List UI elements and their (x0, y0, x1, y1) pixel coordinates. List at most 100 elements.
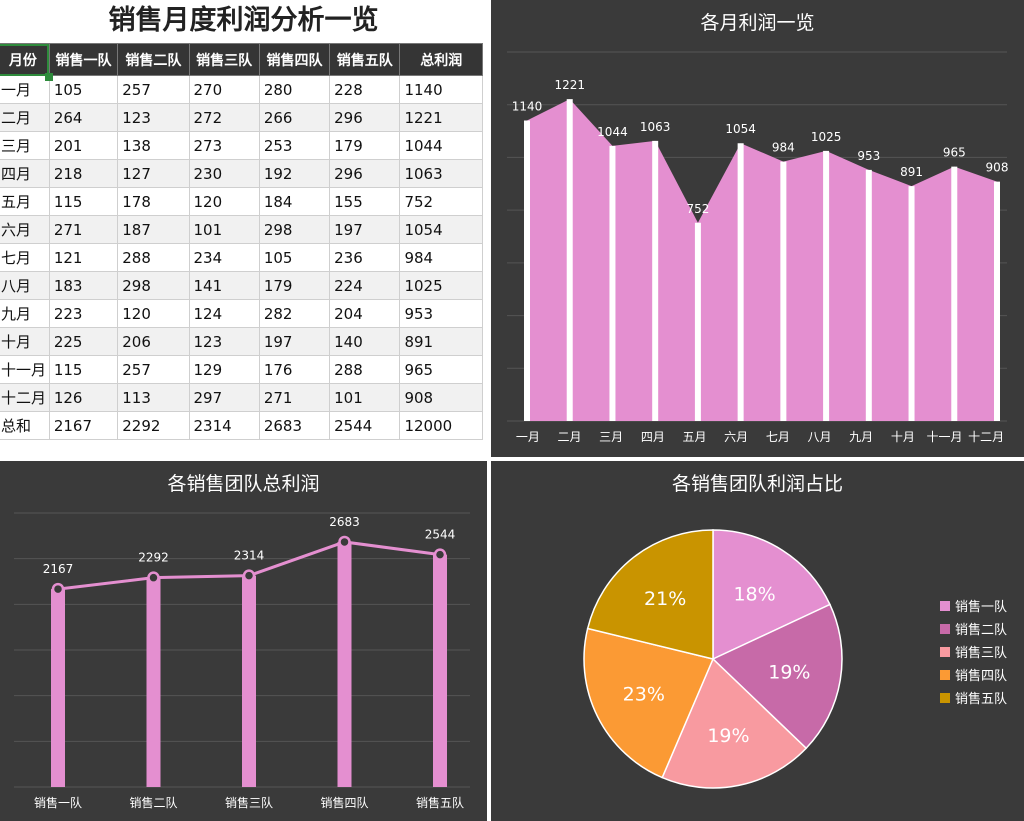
value-cell[interactable]: 218 (48, 159, 119, 188)
table-row: 五月 115 178 120 184 155 752 (0, 187, 483, 216)
value-cell[interactable]: 12000 (399, 411, 483, 440)
row-label-cell[interactable]: 六月 (0, 215, 50, 244)
value-cell[interactable]: 206 (117, 327, 190, 356)
selection-handle[interactable] (45, 73, 53, 81)
row-label-cell[interactable]: 五月 (0, 187, 50, 216)
value-cell[interactable]: 105 (48, 75, 119, 104)
value-cell[interactable]: 280 (258, 75, 331, 104)
value-cell[interactable]: 264 (48, 103, 119, 132)
header-team2[interactable]: 销售二队 (117, 43, 190, 76)
value-cell[interactable]: 138 (117, 131, 190, 160)
value-cell[interactable]: 179 (329, 131, 401, 160)
row-label-cell[interactable]: 一月 (0, 75, 50, 104)
value-cell[interactable]: 752 (399, 187, 483, 216)
value-cell[interactable]: 120 (117, 299, 190, 328)
value-cell[interactable]: 1025 (399, 271, 483, 300)
value-cell[interactable]: 183 (48, 271, 119, 300)
value-cell[interactable]: 201 (48, 131, 119, 160)
value-cell[interactable]: 178 (117, 187, 190, 216)
value-cell[interactable]: 155 (329, 187, 401, 216)
value-cell[interactable]: 140 (329, 327, 401, 356)
value-cell[interactable]: 225 (48, 327, 119, 356)
value-cell[interactable]: 272 (188, 103, 260, 132)
value-cell[interactable]: 257 (117, 355, 190, 384)
value-cell[interactable]: 266 (258, 103, 331, 132)
header-team1[interactable]: 销售一队 (48, 43, 119, 76)
row-label-cell[interactable]: 二月 (0, 103, 50, 132)
row-label-cell[interactable]: 十月 (0, 327, 50, 356)
value-cell[interactable]: 113 (117, 383, 190, 412)
value-cell[interactable]: 120 (188, 187, 260, 216)
row-label-cell[interactable]: 七月 (0, 243, 50, 272)
value-cell[interactable]: 288 (117, 243, 190, 272)
value-cell[interactable]: 204 (329, 299, 401, 328)
row-label-cell[interactable]: 九月 (0, 299, 50, 328)
value-cell[interactable]: 197 (329, 215, 401, 244)
row-label-cell[interactable]: 八月 (0, 271, 50, 300)
value-cell[interactable]: 891 (399, 327, 483, 356)
header-team5[interactable]: 销售五队 (329, 43, 401, 76)
value-cell[interactable]: 184 (258, 187, 331, 216)
value-cell[interactable]: 123 (117, 103, 190, 132)
value-cell[interactable]: 234 (188, 243, 260, 272)
value-cell[interactable]: 2292 (117, 411, 190, 440)
value-cell[interactable]: 101 (188, 215, 260, 244)
value-cell[interactable]: 271 (48, 215, 119, 244)
value-cell[interactable]: 296 (329, 159, 401, 188)
value-cell[interactable]: 124 (188, 299, 260, 328)
header-month[interactable]: 月份 (0, 43, 50, 76)
value-cell[interactable]: 179 (258, 271, 331, 300)
value-cell[interactable]: 2167 (48, 411, 119, 440)
value-cell[interactable]: 192 (258, 159, 331, 188)
value-cell[interactable]: 1140 (399, 75, 483, 104)
value-cell[interactable]: 230 (188, 159, 260, 188)
value-cell[interactable]: 187 (117, 215, 190, 244)
value-cell[interactable]: 176 (258, 355, 331, 384)
value-cell[interactable]: 236 (329, 243, 401, 272)
value-cell[interactable]: 123 (188, 327, 260, 356)
value-cell[interactable]: 270 (188, 75, 260, 104)
value-cell[interactable]: 223 (48, 299, 119, 328)
value-cell[interactable]: 984 (399, 243, 483, 272)
value-cell[interactable]: 115 (48, 187, 119, 216)
row-label-cell[interactable]: 四月 (0, 159, 50, 188)
value-cell[interactable]: 298 (117, 271, 190, 300)
row-label-cell[interactable]: 十二月 (0, 383, 50, 412)
value-cell[interactable]: 298 (258, 215, 331, 244)
header-team3[interactable]: 销售三队 (188, 43, 260, 76)
row-label-cell[interactable]: 总和 (0, 411, 50, 440)
value-cell[interactable]: 121 (48, 243, 119, 272)
value-cell[interactable]: 2314 (188, 411, 260, 440)
value-cell[interactable]: 1063 (399, 159, 483, 188)
value-cell[interactable]: 228 (329, 75, 401, 104)
value-cell[interactable]: 115 (48, 355, 119, 384)
value-cell[interactable]: 965 (399, 355, 483, 384)
value-cell[interactable]: 2544 (329, 411, 401, 440)
value-cell[interactable]: 127 (117, 159, 190, 188)
value-cell[interactable]: 224 (329, 271, 401, 300)
value-cell[interactable]: 105 (258, 243, 331, 272)
row-label-cell[interactable]: 十一月 (0, 355, 50, 384)
value-cell[interactable]: 288 (329, 355, 401, 384)
value-cell[interactable]: 953 (399, 299, 483, 328)
value-cell[interactable]: 297 (188, 383, 260, 412)
value-cell[interactable]: 271 (258, 383, 331, 412)
value-cell[interactable]: 1044 (399, 131, 483, 160)
value-cell[interactable]: 1054 (399, 215, 483, 244)
header-team4[interactable]: 销售四队 (258, 43, 331, 76)
value-cell[interactable]: 257 (117, 75, 190, 104)
value-cell[interactable]: 197 (258, 327, 331, 356)
value-cell[interactable]: 141 (188, 271, 260, 300)
value-cell[interactable]: 101 (329, 383, 401, 412)
value-cell[interactable]: 2683 (258, 411, 331, 440)
value-cell[interactable]: 129 (188, 355, 260, 384)
value-cell[interactable]: 253 (258, 131, 331, 160)
value-cell[interactable]: 273 (188, 131, 260, 160)
value-cell[interactable]: 296 (329, 103, 401, 132)
value-cell[interactable]: 1221 (399, 103, 483, 132)
header-total[interactable]: 总利润 (399, 43, 483, 76)
row-label-cell[interactable]: 三月 (0, 131, 50, 160)
value-cell[interactable]: 126 (48, 383, 119, 412)
value-cell[interactable]: 908 (399, 383, 483, 412)
value-cell[interactable]: 282 (258, 299, 331, 328)
